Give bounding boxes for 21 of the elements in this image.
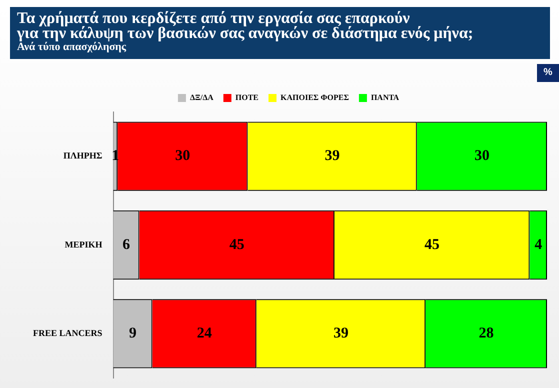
data-label: 9 — [129, 326, 137, 342]
chart-title: Τα χρήματά που κερδίζετε από την εργασία σας επαρκούν για την κάλυψη των βασικών σας αναγκών σε διάστημα ενός μήνα; — [17, 10, 474, 42]
data-label: 39 — [333, 326, 348, 342]
data-label: 30 — [474, 148, 490, 164]
text: % — [537, 64, 559, 82]
y-tick-label: FREE LANCERS — [32, 328, 102, 338]
data-label: 6 — [122, 236, 131, 253]
y-tick-label: ΠΛΗΡΗΣ — [63, 150, 102, 161]
y-tick-label: ΜΕΡΙΚΗ — [64, 239, 102, 250]
legend-label: ΔΞ/ΔΑ — [190, 93, 214, 102]
legend-label: ΠΑΝΤΑ — [370, 93, 400, 102]
data-label: 24 — [196, 326, 212, 342]
data-label: 45 — [424, 236, 440, 253]
data-label: 28 — [478, 326, 494, 342]
data-label: 4 — [534, 236, 543, 253]
data-label: 30 — [175, 148, 190, 164]
legend-label: ΚΑΠΟΙΕΣ ΦΟΡΕΣ — [280, 93, 349, 102]
data-label: 39 — [324, 148, 340, 164]
chart-subtitle: Ανά τύπο απασχόλησης — [17, 41, 128, 53]
legend-label: ΠΟΤΕ — [235, 93, 259, 102]
data-label: 45 — [229, 236, 244, 253]
